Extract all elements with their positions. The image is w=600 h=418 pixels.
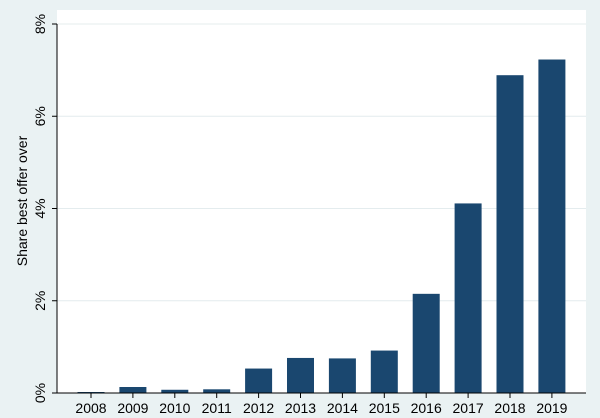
bar-2013 xyxy=(287,357,314,393)
bar-2017 xyxy=(454,203,482,393)
x-tick-label: 2010 xyxy=(159,400,190,416)
x-tick-label: 2008 xyxy=(75,400,106,416)
x-tick-label: 2019 xyxy=(536,400,567,416)
bar-2019 xyxy=(538,59,566,394)
y-tick-label: 6% xyxy=(32,106,48,126)
x-tick-label: 2009 xyxy=(117,400,148,416)
x-tick-label: 2013 xyxy=(285,400,316,416)
bar-2018 xyxy=(496,75,524,393)
y-tick-label: 2% xyxy=(32,291,48,311)
x-tick-label: 2018 xyxy=(494,400,525,416)
y-ticks: 0% 2% 4% 6% 8% xyxy=(32,14,57,403)
x-ticks: 2008 2009 2010 2011 2012 2013 2014 2015 2016 2017… xyxy=(75,393,568,416)
bars xyxy=(77,59,566,394)
bar-2015 xyxy=(370,350,398,393)
bar-2010 xyxy=(161,389,189,393)
bar-2016 xyxy=(412,293,440,393)
x-tick-label: 2014 xyxy=(327,400,358,416)
x-tick-label: 2016 xyxy=(411,400,442,416)
bar-2011 xyxy=(203,389,231,393)
bar-2014 xyxy=(328,358,356,393)
x-tick-label: 2012 xyxy=(243,400,274,416)
bar-2009 xyxy=(119,387,147,393)
y-tick-label: 8% xyxy=(32,14,48,34)
x-tick-label: 2011 xyxy=(202,400,232,416)
x-tick-label: 2017 xyxy=(453,400,484,416)
y-axis-title: Share best offer over xyxy=(14,135,30,266)
y-tick-label: 4% xyxy=(32,198,48,218)
x-tick-label: 2015 xyxy=(369,400,400,416)
y-tick-label: 0% xyxy=(32,383,48,403)
bar-2012 xyxy=(245,368,273,393)
